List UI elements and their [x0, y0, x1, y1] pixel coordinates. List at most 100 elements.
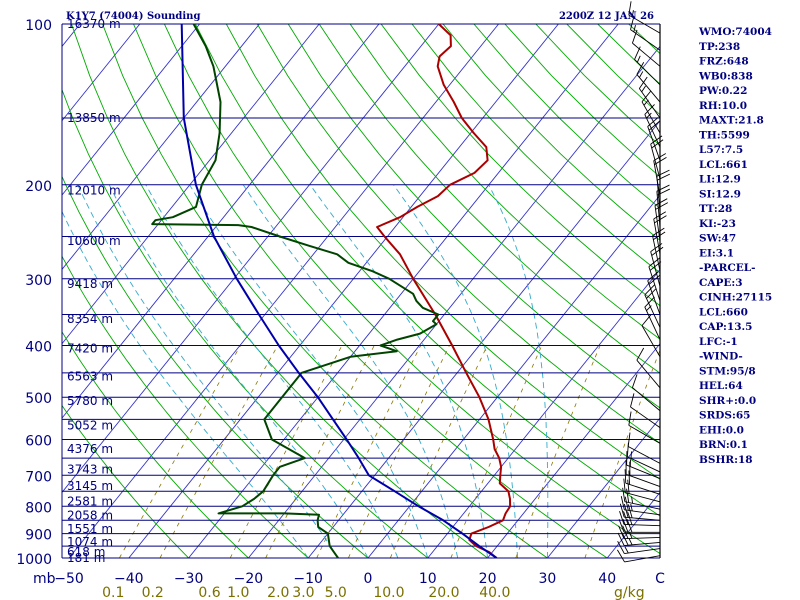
wind-barb — [631, 29, 661, 67]
temperature-unit-label: C — [655, 571, 665, 587]
index-line: BRN:0.1 — [699, 439, 748, 451]
height-label: 3145 m — [67, 479, 113, 493]
moist-adiabat-line — [108, 184, 369, 558]
mixing-ratio-line — [229, 345, 343, 558]
wind-barb — [644, 284, 661, 328]
wind-barb — [628, 411, 661, 444]
index-line: EI:3.1 — [699, 247, 734, 259]
temperature-axis: −50 −40 −30 −20 −10 0 10 20 30 40 C 0.1 0.2 0.6 1.0 2.0… — [54, 571, 665, 600]
index-line: CAPE:3 — [699, 277, 743, 289]
temperature-tick-label: 10 — [419, 571, 437, 587]
wind-barb — [626, 451, 661, 479]
mixing-ratio-line — [515, 345, 601, 558]
temperature-tick-label: −50 — [54, 571, 84, 587]
height-label: 4376 m — [67, 442, 113, 456]
mixing-ratio-tick-label: 0.1 — [102, 585, 124, 600]
moist-adiabat-line — [77, 184, 339, 558]
isotherm-line — [68, 24, 499, 558]
mixing-ratio-line — [584, 349, 660, 558]
index-line: BSHR:18 — [699, 454, 753, 466]
mixing-ratio-tick-label: 3.0 — [292, 585, 314, 600]
moist-adiabat-line — [145, 184, 399, 558]
isotherm-line — [487, 342, 660, 558]
temperature-tick-label: 0 — [364, 571, 373, 587]
height-label: 7420 m — [67, 341, 113, 355]
wind-barb — [631, 374, 661, 412]
wind-barb — [630, 15, 661, 51]
wind-barb — [634, 46, 661, 86]
index-line: LCL:660 — [699, 306, 748, 318]
height-label: 12010 m — [67, 183, 121, 197]
index-line: -PARCEL- — [699, 262, 755, 274]
index-line: SHR+:0.0 — [699, 395, 756, 407]
index-line: LCL:661 — [699, 159, 748, 171]
isotherm-line — [0, 24, 20, 558]
height-label: 1074 m — [67, 535, 113, 549]
isotherm-line — [62, 24, 440, 494]
height-label: 618 m — [67, 545, 105, 559]
pressure-tick-label: 700 — [25, 469, 52, 485]
index-line: TH:5599 — [699, 129, 750, 141]
pressure-tick-label: 300 — [25, 273, 52, 289]
isobars — [61, 23, 661, 559]
pressure-tick-label: 100 — [25, 18, 52, 34]
index-line: SI:12.9 — [699, 188, 741, 200]
index-line: WMO:74004 — [698, 26, 772, 38]
isotherm-line — [367, 194, 660, 558]
mixing-ratio-tick-label: 0.6 — [198, 585, 220, 600]
pressure-tick-label: 400 — [25, 340, 52, 356]
index-line: SW:47 — [699, 233, 736, 245]
mixing-ratio-tick-label: 1.0 — [227, 585, 249, 600]
wind-barb — [644, 104, 661, 148]
height-label: 5052 m — [67, 419, 113, 433]
index-line: LI:12.9 — [699, 174, 741, 186]
wind-barb — [653, 211, 667, 255]
mixing-ratio-tick-label: 0.2 — [142, 585, 164, 600]
height-label: 8354 m — [67, 312, 113, 326]
isotherm-line — [62, 24, 200, 196]
mixing-ratio-tick-label: 2.0 — [267, 585, 289, 600]
height-label: 181 m — [67, 551, 105, 565]
temperature-tick-label: −40 — [114, 571, 144, 587]
height-label: 2581 m — [67, 494, 113, 508]
height-label: 10600 m — [67, 234, 121, 248]
wind-barb — [636, 347, 661, 389]
dry-adiabat-line — [163, 24, 660, 555]
wind-barb — [617, 541, 661, 554]
wind-barb — [618, 519, 660, 533]
wind-barb — [628, 1, 661, 34]
mixing-ratio-line — [348, 345, 450, 558]
index-line: HEL:64 — [699, 380, 743, 392]
wind-barb — [625, 460, 661, 488]
temperature-tick-label: 30 — [538, 571, 556, 587]
pressure-tick-label: 800 — [25, 500, 52, 516]
height-label: 13850 m — [67, 111, 121, 125]
mixing-ratio-line — [119, 345, 241, 558]
wind-barb — [623, 478, 661, 503]
temperature-tick-label: −30 — [174, 571, 204, 587]
wind-barb — [653, 153, 667, 197]
height-label: 2058 m — [67, 509, 113, 523]
wind-barb — [619, 503, 661, 521]
wind-barb — [627, 432, 661, 464]
moist-adiabat-line — [393, 184, 518, 558]
pressure-tick-label: 500 — [25, 391, 52, 407]
wind-barb — [624, 469, 661, 495]
pressure-tick-label: 1000 — [16, 552, 52, 568]
height-label: 6563 m — [67, 369, 113, 383]
wind-barbs — [616, 1, 671, 563]
index-line: -WIND- — [699, 351, 743, 363]
index-line: TP:238 — [699, 41, 740, 53]
dewpoint-line — [151, 24, 440, 558]
dry-adiabat-line — [102, 24, 548, 558]
index-line: L57:7.5 — [699, 144, 743, 156]
isotherm-line — [62, 24, 141, 122]
mixing-ratio-unit: g/kg — [614, 585, 645, 600]
mixing-ratio-line — [159, 345, 279, 558]
index-line: LFC:-1 — [699, 336, 738, 348]
isotherm-line — [307, 119, 660, 558]
height-label: 1551 m — [67, 522, 113, 536]
isotherm-line — [427, 268, 660, 558]
